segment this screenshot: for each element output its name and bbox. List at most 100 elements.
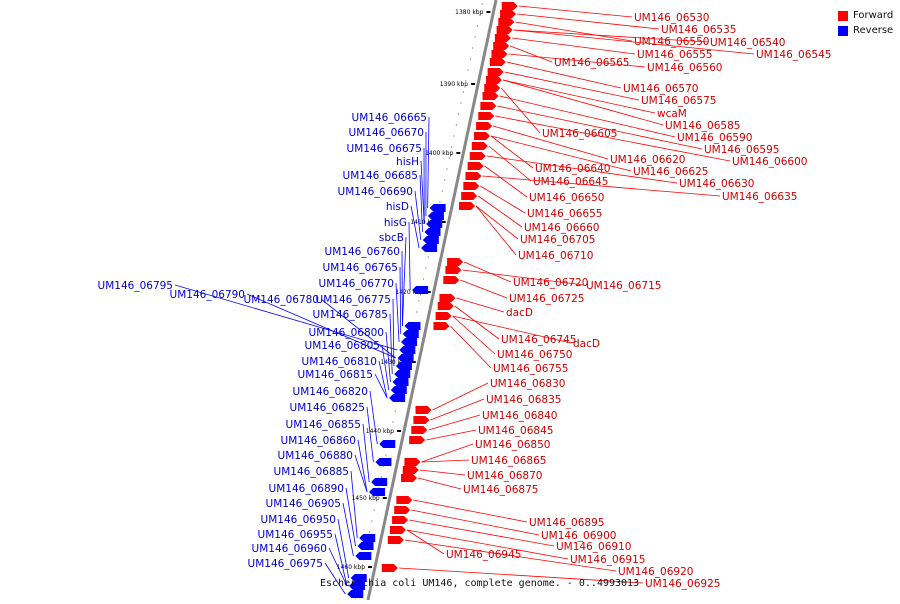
reverse-gene-label: UM146_06855 (286, 419, 361, 431)
axis-tick-label: 1460 kbp (337, 564, 365, 571)
forward-gene-block (459, 202, 475, 210)
forward-gene-block (390, 526, 406, 534)
forward-gene-label: UM146_06530 (634, 12, 709, 24)
reverse-leader-line (370, 391, 377, 444)
axis-minor-dot (428, 256, 429, 257)
forward-leader-line (411, 510, 539, 535)
forward-gene-label: UM146_06575 (641, 95, 716, 107)
forward-leader-line (460, 280, 507, 298)
reverse-gene-label: UM146_06670 (349, 127, 424, 139)
forward-gene-block (476, 122, 492, 130)
forward-leader-line (456, 298, 504, 312)
reverse-gene-block (389, 394, 405, 402)
forward-leader-line (426, 430, 476, 440)
reverse-gene-label: UM146_06820 (293, 386, 368, 398)
forward-leader-line (430, 399, 484, 420)
axis-tick-label: 1390 kbp (440, 81, 468, 88)
axis-minor-dot (374, 509, 375, 510)
reverse-gene-block (359, 534, 375, 542)
reverse-gene-label: sbcB (379, 232, 404, 244)
reverse-gene-block (355, 552, 371, 560)
forward-leader-line (421, 444, 473, 462)
forward-gene-label: UM146_06850 (475, 439, 550, 451)
axis-tick-label: 1450 kbp (351, 495, 379, 502)
strand-legend: Forward Reverse (838, 8, 893, 38)
reverse-gene-label: UM146_06665 (352, 112, 427, 124)
axis-minor-dot (479, 14, 480, 15)
forward-gene-label: UM146_06705 (520, 234, 595, 246)
axis-minor-dot (463, 91, 464, 92)
forward-gene-label: UM146_06835 (486, 394, 561, 406)
reverse-gene-label: UM146_06805 (305, 340, 380, 352)
forward-gene-block (493, 42, 509, 50)
forward-gene-block (468, 162, 484, 170)
forward-gene-block (409, 436, 425, 444)
forward-gene-label: UM146_06875 (463, 484, 538, 496)
reverse-gene-block (379, 440, 395, 448)
forward-leader-line (413, 500, 527, 522)
reverse-leader-line (375, 374, 387, 398)
reverse-gene-label: UM146_06770 (319, 278, 394, 290)
forward-gene-block (465, 172, 481, 180)
reverse-swatch (838, 26, 848, 36)
reverse-gene-label: UM146_06860 (281, 435, 356, 447)
forward-gene-label: UM146_06715 (586, 280, 661, 292)
reverse-gene-label: UM146_06810 (302, 356, 377, 368)
reverse-gene-block (358, 542, 374, 550)
forward-gene-block (463, 182, 479, 190)
forward-gene-block (488, 68, 504, 76)
reverse-gene-block (430, 204, 446, 212)
forward-gene-block (403, 466, 419, 474)
forward-gene-label: UM146_06920 (618, 566, 693, 578)
forward-gene-block (445, 266, 461, 274)
axis-minor-dot (453, 135, 454, 136)
reverse-gene-label: hisD (386, 201, 409, 213)
forward-gene-block (491, 50, 507, 58)
axis-minor-dot (416, 311, 417, 312)
reverse-gene-block (375, 458, 391, 466)
axis-minor-dot (477, 25, 478, 26)
forward-gene-label: UM146_06755 (493, 363, 568, 375)
axis-minor-dot (449, 157, 450, 158)
forward-gene-block (404, 458, 420, 466)
reverse-gene-label: UM146_06775 (316, 294, 391, 306)
axis-minor-dot (482, 3, 483, 4)
reverse-gene-label: UM146_06780 (244, 294, 319, 306)
axis-minor-dot (395, 410, 396, 411)
forward-gene-label: UM146_06590 (677, 132, 752, 144)
genome-caption: Escherichia coli UM146, complete genome.… (320, 578, 639, 589)
forward-gene-block (382, 564, 398, 572)
forward-gene-label: UM146_06870 (467, 470, 542, 482)
forward-gene-block (396, 496, 412, 504)
reverse-leader-line (351, 471, 357, 538)
forward-gene-block (411, 426, 427, 434)
forward-gene-label: UM146_06535 (661, 24, 736, 36)
forward-leader-line (421, 460, 469, 462)
reverse-gene-label: UM146_06905 (266, 498, 341, 510)
forward-gene-label: UM146_06630 (679, 178, 754, 190)
forward-gene-label: UM146_06725 (509, 293, 584, 305)
axis-minor-dot (425, 267, 426, 268)
forward-leader-line (433, 383, 488, 410)
forward-gene-label: UM146_06650 (529, 192, 604, 204)
reverse-gene-label: UM146_06760 (325, 246, 400, 258)
forward-gene-block (497, 26, 513, 34)
axis-minor-dot (390, 432, 391, 433)
axis-minor-dot (381, 476, 382, 477)
reverse-leader-line (343, 503, 353, 556)
forward-gene-label: UM146_06845 (478, 425, 553, 437)
axis-minor-dot (439, 201, 440, 202)
reverse-gene-label: UM146_06885 (274, 466, 349, 478)
reverse-gene-label: UM146_06825 (290, 402, 365, 414)
forward-gene-block (438, 302, 454, 310)
legend-item-forward: Forward (838, 8, 893, 23)
forward-leader-line (519, 6, 632, 17)
reverse-gene-block (391, 386, 407, 394)
reverse-gene-label: hisH (396, 156, 419, 168)
axis-minor-dot (467, 69, 468, 70)
forward-gene-block (433, 322, 449, 330)
forward-gene-block (388, 536, 404, 544)
forward-gene-block (413, 416, 429, 424)
axis-minor-dot (444, 179, 445, 180)
